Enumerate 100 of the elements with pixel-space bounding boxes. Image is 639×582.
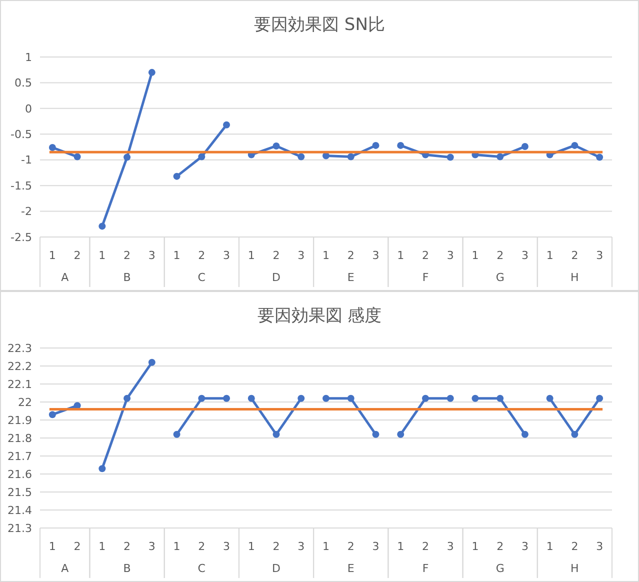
point (248, 394, 255, 402)
point (198, 394, 206, 402)
x-tick-label: 1 (546, 249, 554, 262)
y-tick-label: -1.5 (10, 179, 32, 192)
text: A (61, 271, 70, 284)
chart-title: 要因効果図 感度 (257, 306, 382, 326)
y-tick-label: 21.7 (8, 450, 32, 463)
y-tick-label: 22 (18, 396, 32, 409)
x-tick-label: 1 (322, 540, 330, 553)
y-tick-label: 21.5 (8, 486, 32, 499)
y-tick-label: 1 (25, 50, 32, 64)
text: H (570, 271, 579, 284)
x-tick-label: 2 (74, 540, 81, 553)
chart-title: 要因効果図 SN比 (254, 15, 385, 35)
y-tick-label: -1 (21, 154, 32, 167)
x-tick-label: 1 (48, 540, 56, 553)
x-tick-label: 2 (422, 249, 429, 262)
x-tick-label: 2 (496, 249, 504, 262)
point (98, 222, 106, 230)
text: H (570, 562, 579, 575)
point (596, 394, 604, 402)
x-tick-label: 1 (98, 540, 106, 553)
y-tick-label: -0.5 (10, 128, 32, 141)
x-tick-label: 2 (571, 249, 578, 262)
x-tick-label: 3 (298, 540, 305, 553)
text: C (198, 562, 206, 575)
text: G (496, 271, 504, 284)
point (596, 154, 604, 161)
point (322, 394, 330, 402)
point (74, 153, 81, 160)
x-tick-label: 2 (124, 249, 131, 262)
text: B (123, 271, 131, 284)
point (571, 430, 578, 438)
x-tick-label: 1 (472, 540, 479, 553)
x-tick-label: 3 (372, 249, 380, 262)
y-tick-label: 21.8 (8, 432, 32, 445)
x-tick-label: 3 (223, 540, 230, 553)
y-tick-label: 21.3 (8, 522, 32, 535)
text: B (123, 562, 131, 575)
point (496, 153, 504, 160)
y-tick-label: 22.1 (8, 378, 32, 391)
point (496, 394, 504, 402)
point (446, 154, 454, 161)
text: F (422, 562, 429, 575)
x-tick-label: 3 (446, 540, 454, 553)
point (48, 411, 56, 418)
point (347, 394, 354, 402)
text: G (496, 562, 504, 575)
x-tick-label: 3 (596, 540, 604, 553)
point (372, 430, 380, 438)
point (298, 153, 305, 160)
x-tick-label: 1 (397, 249, 404, 262)
point (223, 121, 230, 128)
point (148, 358, 156, 366)
point (422, 394, 429, 402)
text: D (272, 271, 281, 284)
x-tick-label: 3 (298, 249, 305, 262)
x-tick-label: 3 (148, 540, 156, 553)
x-tick-label: 1 (98, 249, 106, 262)
x-tick-label: 2 (422, 540, 429, 553)
x-tick-label: 3 (521, 249, 528, 262)
x-tick-label: 2 (124, 540, 131, 553)
x-tick-label: 1 (173, 540, 180, 553)
point (298, 394, 305, 402)
x-tick-label: 3 (596, 249, 604, 262)
point (397, 430, 404, 438)
point (446, 394, 454, 402)
text: F (422, 271, 429, 284)
x-tick-label: 3 (223, 249, 230, 262)
x-tick-label: 2 (74, 249, 81, 262)
text: C (198, 271, 206, 284)
x-tick-label: 1 (322, 249, 330, 262)
x-tick-label: 3 (446, 249, 454, 262)
x-tick-label: 2 (496, 540, 504, 553)
x-tick-label: 3 (148, 249, 156, 262)
x-tick-label: 1 (173, 249, 180, 262)
point (472, 394, 479, 402)
y-tick-label: -2.5 (10, 230, 32, 244)
point (124, 154, 131, 161)
x-tick-label: 1 (248, 540, 255, 553)
point (571, 142, 578, 149)
y-tick-label: 22.2 (8, 360, 32, 373)
point (124, 394, 131, 402)
x-tick-label: 2 (272, 540, 280, 553)
x-tick-label: 3 (521, 540, 528, 553)
point (98, 465, 106, 472)
x-tick-label: 3 (372, 540, 380, 553)
point (223, 394, 230, 402)
point (272, 430, 280, 438)
point (272, 142, 280, 150)
y-tick-label: 21.9 (8, 414, 32, 427)
x-tick-label: 1 (472, 249, 479, 262)
point (372, 142, 380, 149)
point (173, 172, 180, 180)
point (397, 142, 404, 149)
text: E (347, 562, 354, 575)
point (546, 394, 554, 402)
y-tick-label: 0.5 (14, 76, 32, 90)
x-tick-label: 1 (546, 540, 554, 553)
x-tick-label: 2 (347, 249, 354, 262)
